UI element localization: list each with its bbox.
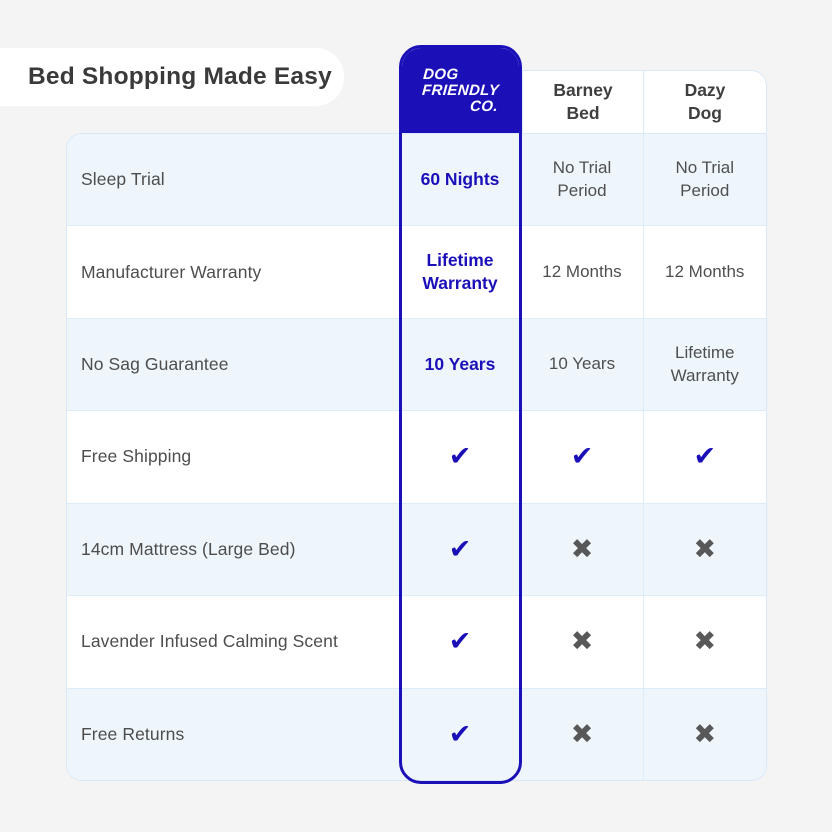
logo-line: CO. bbox=[469, 97, 499, 115]
value-cell: ✖ bbox=[522, 596, 643, 687]
logo-line: DOG bbox=[422, 65, 460, 83]
title-banner: Bed Shopping Made Easy bbox=[0, 48, 344, 106]
logo-line: FRIENDLY bbox=[421, 81, 500, 99]
table-body: Sleep Trial 60 Nights No Trial Period No Tr… bbox=[66, 133, 767, 781]
feature-label: 14cm Mattress (Large Bed) bbox=[81, 538, 296, 559]
competitor-header-band: Barney Bed Dazy Dog bbox=[522, 70, 767, 133]
feature-label: Free Returns bbox=[81, 723, 185, 744]
value-cell: ✔ bbox=[522, 411, 643, 502]
feature-label: No Sag Guarantee bbox=[81, 354, 229, 375]
check-icon: ✔ bbox=[448, 626, 472, 657]
value-cell: No Trial Period bbox=[642, 134, 767, 226]
page-title: Bed Shopping Made Easy bbox=[28, 63, 332, 90]
value-cell: 12 Months bbox=[642, 226, 767, 318]
feature-label: Manufacturer Warranty bbox=[81, 261, 262, 282]
value-cell: ✖ bbox=[642, 503, 767, 596]
value-cell: ✖ bbox=[642, 688, 767, 780]
cross-icon: ✖ bbox=[693, 626, 717, 657]
table-row: Free Shipping ✔ ✔ ✔ bbox=[67, 410, 767, 503]
cross-icon: ✖ bbox=[693, 533, 717, 564]
value-cell: 10 Years bbox=[522, 319, 643, 410]
cross-icon: ✖ bbox=[693, 718, 717, 749]
table-row: 14cm Mattress (Large Bed) ✔ ✖ ✖ bbox=[67, 502, 767, 596]
value-cell: 12 Months bbox=[522, 226, 643, 317]
value-text: No Trial Period bbox=[552, 157, 612, 200]
table-row: Sleep Trial 60 Nights No Trial Period No Tr… bbox=[67, 134, 767, 226]
value-cell: 60 Nights bbox=[399, 134, 522, 225]
value-cell: ✔ bbox=[399, 689, 522, 780]
cross-icon: ✖ bbox=[570, 718, 594, 749]
value-text: 12 Months bbox=[542, 261, 622, 281]
value-cell: ✖ bbox=[642, 596, 767, 688]
table-row: Manufacturer Warranty Lifetime Warranty 12… bbox=[67, 225, 767, 318]
value-cell: 10 Years bbox=[399, 319, 522, 410]
value-cell: ✔ bbox=[642, 411, 767, 503]
value-text: Lifetime Warranty bbox=[670, 342, 739, 385]
value-cell: Lifetime Warranty bbox=[399, 226, 522, 317]
value-text: No Trial Period bbox=[675, 157, 735, 200]
value-text: 10 Years bbox=[424, 353, 496, 374]
dog-friendly-co-logo: DOG FRIENDLY CO. bbox=[420, 65, 500, 115]
value-text: 12 Months bbox=[665, 261, 745, 281]
value-cell: ✔ bbox=[399, 504, 522, 595]
value-cell: ✔ bbox=[399, 596, 522, 687]
table-row: Free Returns ✔ ✖ ✖ bbox=[67, 687, 767, 780]
value-cell: No Trial Period bbox=[522, 134, 643, 225]
value-cell: ✔ bbox=[399, 411, 522, 502]
competitor-header-barney-bed: Barney Bed bbox=[553, 80, 613, 123]
brand-header: DOG FRIENDLY CO. bbox=[402, 48, 519, 133]
check-icon: ✔ bbox=[448, 441, 472, 472]
table-row: No Sag Guarantee 10 Years 10 Years Lifetime… bbox=[67, 317, 767, 411]
check-icon: ✔ bbox=[570, 441, 594, 472]
value-cell: ✖ bbox=[522, 689, 643, 780]
check-icon: ✔ bbox=[693, 441, 717, 472]
value-text: Lifetime Warranty bbox=[422, 249, 498, 294]
check-icon: ✔ bbox=[448, 533, 472, 564]
table-row: Lavender Infused Calming Scent ✔ ✖ ✖ bbox=[67, 595, 767, 688]
feature-label: Lavender Infused Calming Scent bbox=[81, 631, 338, 652]
cross-icon: ✖ bbox=[570, 626, 594, 657]
value-text: 60 Nights bbox=[420, 168, 500, 189]
feature-label: Sleep Trial bbox=[81, 169, 165, 190]
cross-icon: ✖ bbox=[570, 533, 594, 564]
feature-label: Free Shipping bbox=[81, 446, 192, 467]
check-icon: ✔ bbox=[448, 718, 472, 749]
competitor-header-dazy-dog: Dazy Dog bbox=[643, 71, 766, 133]
value-cell: Lifetime Warranty bbox=[642, 318, 767, 411]
value-cell: ✖ bbox=[522, 504, 643, 595]
value-text: 10 Years bbox=[548, 354, 616, 374]
